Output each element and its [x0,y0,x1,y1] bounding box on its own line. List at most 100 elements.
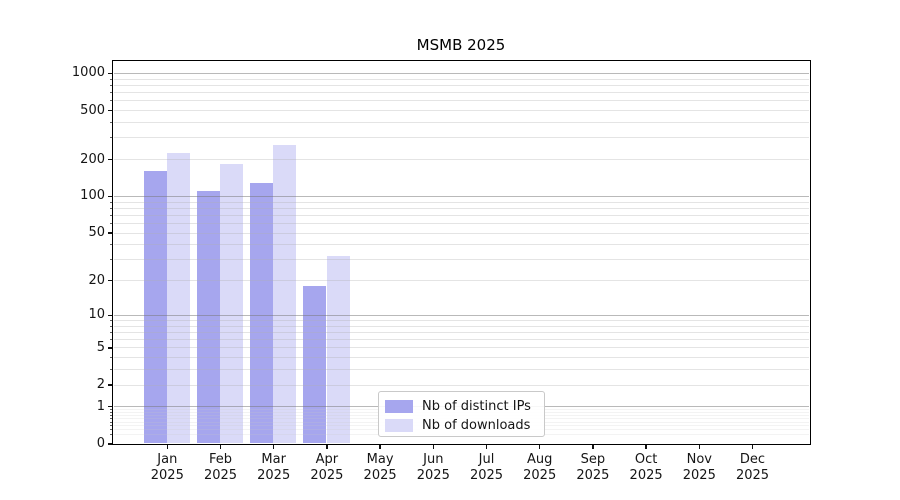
y-tick [107,195,112,198]
x-label-month: Nov [686,452,712,467]
y-tick [107,314,112,317]
gridline-minor [113,84,809,86]
x-label-month: Jul [478,452,495,467]
gridline-minor [113,122,809,123]
gridline-minor [113,100,809,102]
y-tick-minor [109,122,112,123]
x-label-year: 2025 [416,468,450,483]
x-tick [592,444,594,449]
x-label-year: 2025 [150,468,184,483]
y-tick-minor [109,100,112,102]
gridline-minor [113,137,809,139]
y-tick-minor [109,331,112,333]
chart-title: MSMB 2025 [416,36,506,54]
x-axis-tick-label: Feb 2025 [192,452,250,484]
x-tick [166,444,168,449]
x-label-year: 2025 [469,468,504,483]
x-tick [485,444,488,449]
x-label-year: 2025 [257,468,291,483]
y-tick-minor [109,415,112,417]
y-tick-minor [109,409,112,411]
y-tick-minor [109,357,112,359]
x-label-month: May [366,452,394,467]
y-tick-minor [109,92,112,94]
bar-distinct-ips [196,191,220,444]
bar-distinct-ips [250,182,274,444]
y-tick-minor [109,411,112,413]
y-axis-tick-label: 10 [88,307,105,323]
gridline-minor [113,159,809,161]
y-axis-tick-label: 1000 [71,65,105,81]
x-label-month: Feb [208,452,233,467]
x-axis-tick-label: Jun 2025 [404,452,462,484]
bar-distinct-ips [303,286,327,444]
y-tick-minor [109,369,112,371]
x-label-year: 2025 [310,468,344,483]
x-tick [698,444,700,449]
x-tick [751,444,754,449]
x-label-month: Dec [739,452,766,467]
x-label-month: Jun [423,452,444,467]
x-tick [326,444,328,449]
x-axis-tick-label: Apr 2025 [298,452,356,484]
y-tick-minor [109,418,112,420]
y-axis-tick-label: 1 [96,398,105,414]
legend-label: Nb of distinct IPs [422,398,531,414]
y-tick [107,384,112,386]
x-label-year: 2025 [523,468,557,483]
y-tick-minor [109,137,112,139]
y-tick [107,232,112,234]
x-axis-tick-label: Aug 2025 [511,452,569,484]
y-tick-minor [109,244,112,246]
y-tick [107,158,112,161]
x-label-month: Oct [634,452,658,467]
y-axis-tick-label: 2 [96,377,105,393]
bar-downloads [273,144,297,444]
y-tick-minor [109,421,112,423]
gridline-minor [113,92,809,94]
x-label-month: Apr [315,452,339,467]
x-tick [645,444,647,449]
bar-distinct-ips [143,171,167,444]
y-tick-minor [109,201,112,203]
y-axis-tick-label: 5 [96,339,105,355]
bar-downloads [166,152,190,444]
x-label-month: Aug [526,452,553,467]
x-label-year: 2025 [735,468,770,483]
x-label-year: 2025 [576,468,610,483]
y-tick-minor [109,223,112,224]
y-tick [107,347,112,349]
x-axis-tick-label: Sep 2025 [564,452,622,484]
legend-item: Nb of downloads [385,416,538,434]
x-label-year: 2025 [203,468,238,483]
y-tick [107,109,112,112]
gridline-minor [113,78,809,80]
y-tick-minor [109,429,112,431]
y-tick-minor [109,425,112,427]
y-tick-minor [109,259,112,261]
bar-downloads [326,256,350,444]
y-axis-tick-label: 0 [96,436,105,451]
y-tick-minor [109,207,112,209]
y-axis-tick-label: 20 [88,272,105,288]
y-tick-minor [109,320,112,321]
x-label-month: Mar [261,452,286,467]
y-tick-minor [109,339,112,341]
y-tick-minor [109,325,112,327]
gridline-minor [113,110,809,112]
x-axis-tick-label: Jul 2025 [458,452,516,484]
x-axis-tick-label: May 2025 [351,452,409,484]
y-axis-tick-label: 500 [80,102,105,118]
x-axis-tick-label: Nov 2025 [670,452,728,484]
x-label-year: 2025 [363,468,397,483]
y-axis-tick-label: 50 [88,225,105,241]
y-tick [107,280,112,282]
x-label-year: 2025 [629,468,663,483]
y-tick-minor [109,433,112,435]
x-label-year: 2025 [682,468,716,483]
y-tick-minor [109,214,112,216]
y-tick [107,72,112,75]
y-axis-tick-label: 200 [80,151,105,167]
y-tick-minor [109,84,112,86]
